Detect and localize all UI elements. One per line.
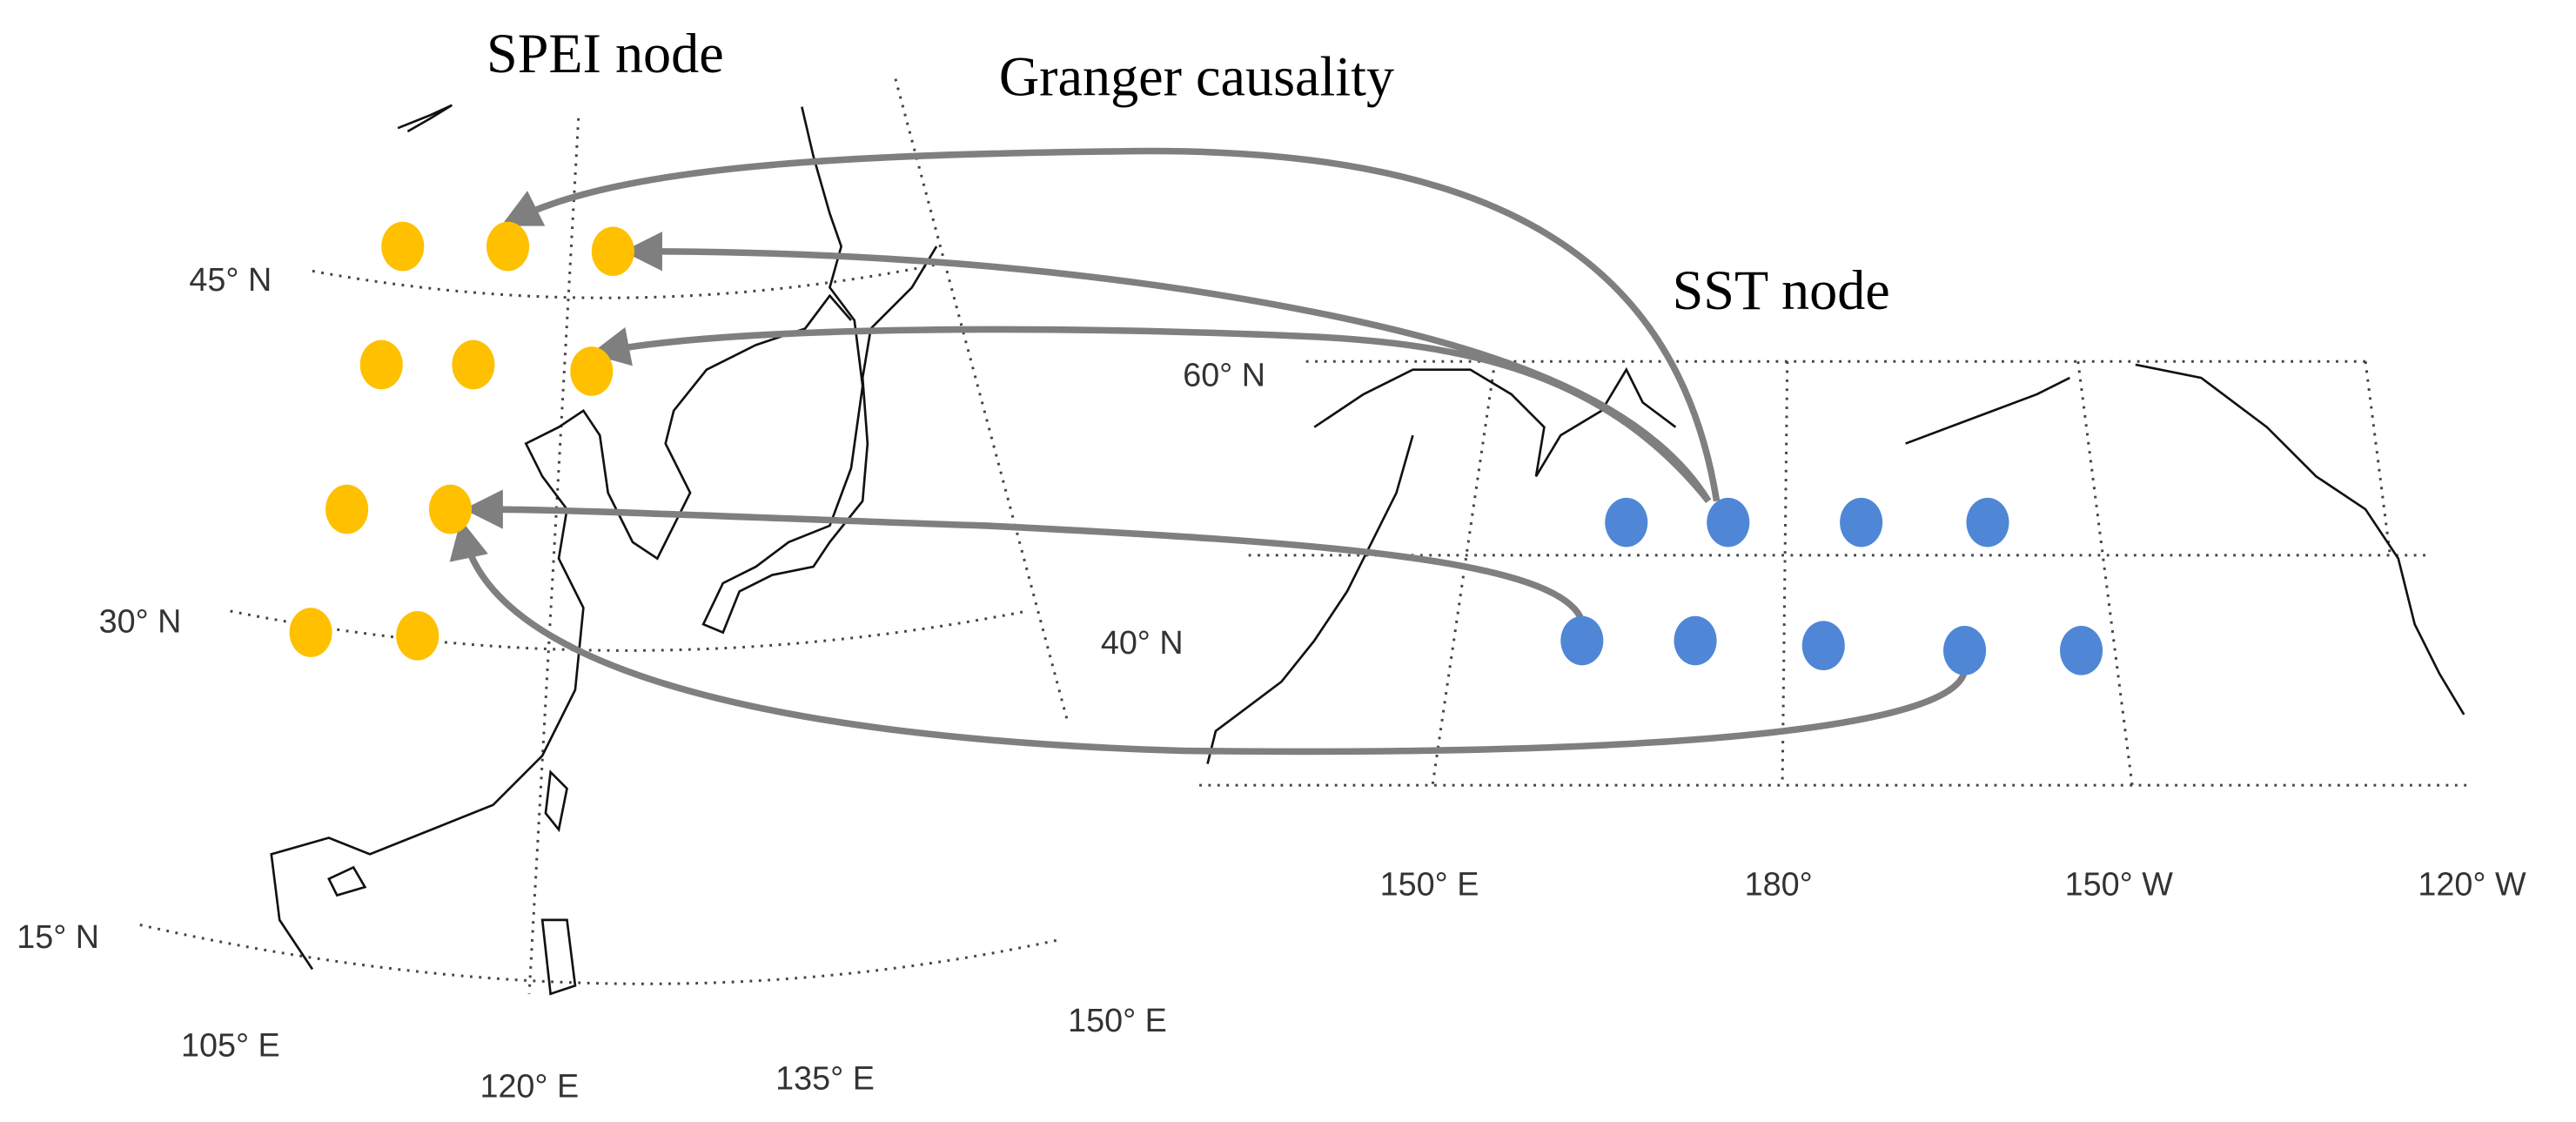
sst-node: [1605, 497, 1648, 548]
arrow: [449, 519, 1969, 756]
arrow: [590, 326, 1712, 503]
spei-node: [452, 339, 495, 390]
arrow: [463, 489, 1586, 622]
spei-node: [325, 484, 369, 534]
sst-node: [1707, 497, 1750, 548]
sst-node: [1840, 497, 1883, 548]
spei-node: [396, 611, 439, 661]
lon-label: 105° E: [181, 1027, 280, 1064]
lon-label: 150° W: [2065, 866, 2174, 903]
causality-arrows: [449, 147, 1969, 756]
lon-label: 150° E: [1068, 1002, 1167, 1038]
right-map-grid: [1199, 359, 2472, 787]
sst-nodes: [1560, 497, 2103, 675]
spei-nodes: [289, 221, 634, 661]
left-map-coastlines: [270, 104, 938, 996]
sst-node: [1674, 615, 1717, 666]
lat-label: 15° N: [17, 918, 99, 955]
spei-node: [486, 221, 530, 272]
arrow: [622, 232, 1712, 503]
sst-node: [1801, 621, 1845, 671]
spei-node: [591, 226, 634, 277]
lon-label: 120° E: [480, 1068, 579, 1105]
sst-node: [1966, 497, 2009, 548]
lon-label: 120° W: [2418, 866, 2526, 903]
sst-node: [1560, 615, 1604, 666]
sst-node-title: SST node: [1673, 259, 1890, 321]
sst-node: [2060, 626, 2103, 675]
lat-label: 30° N: [99, 603, 182, 640]
lon-label: 180°: [1745, 866, 1813, 903]
spei-node: [289, 608, 332, 657]
spei-node: [428, 484, 473, 534]
lat-label: 40° N: [1101, 624, 1184, 661]
right-map-coastlines: [1206, 363, 2465, 764]
sst-node: [1943, 626, 1987, 675]
spei-node-title: SPEI node: [486, 23, 724, 84]
lon-label: 150° E: [1380, 866, 1479, 903]
granger-title: Granger causality: [999, 45, 1394, 107]
spei-node: [570, 346, 614, 396]
lat-label: 45° N: [189, 261, 272, 298]
lat-label: 60° N: [1183, 357, 1265, 393]
spei-node: [381, 221, 425, 272]
arrow: [500, 147, 1721, 502]
lon-label: 135° E: [775, 1059, 875, 1096]
spei-node: [359, 339, 403, 390]
left-map-grid: [139, 78, 1070, 994]
